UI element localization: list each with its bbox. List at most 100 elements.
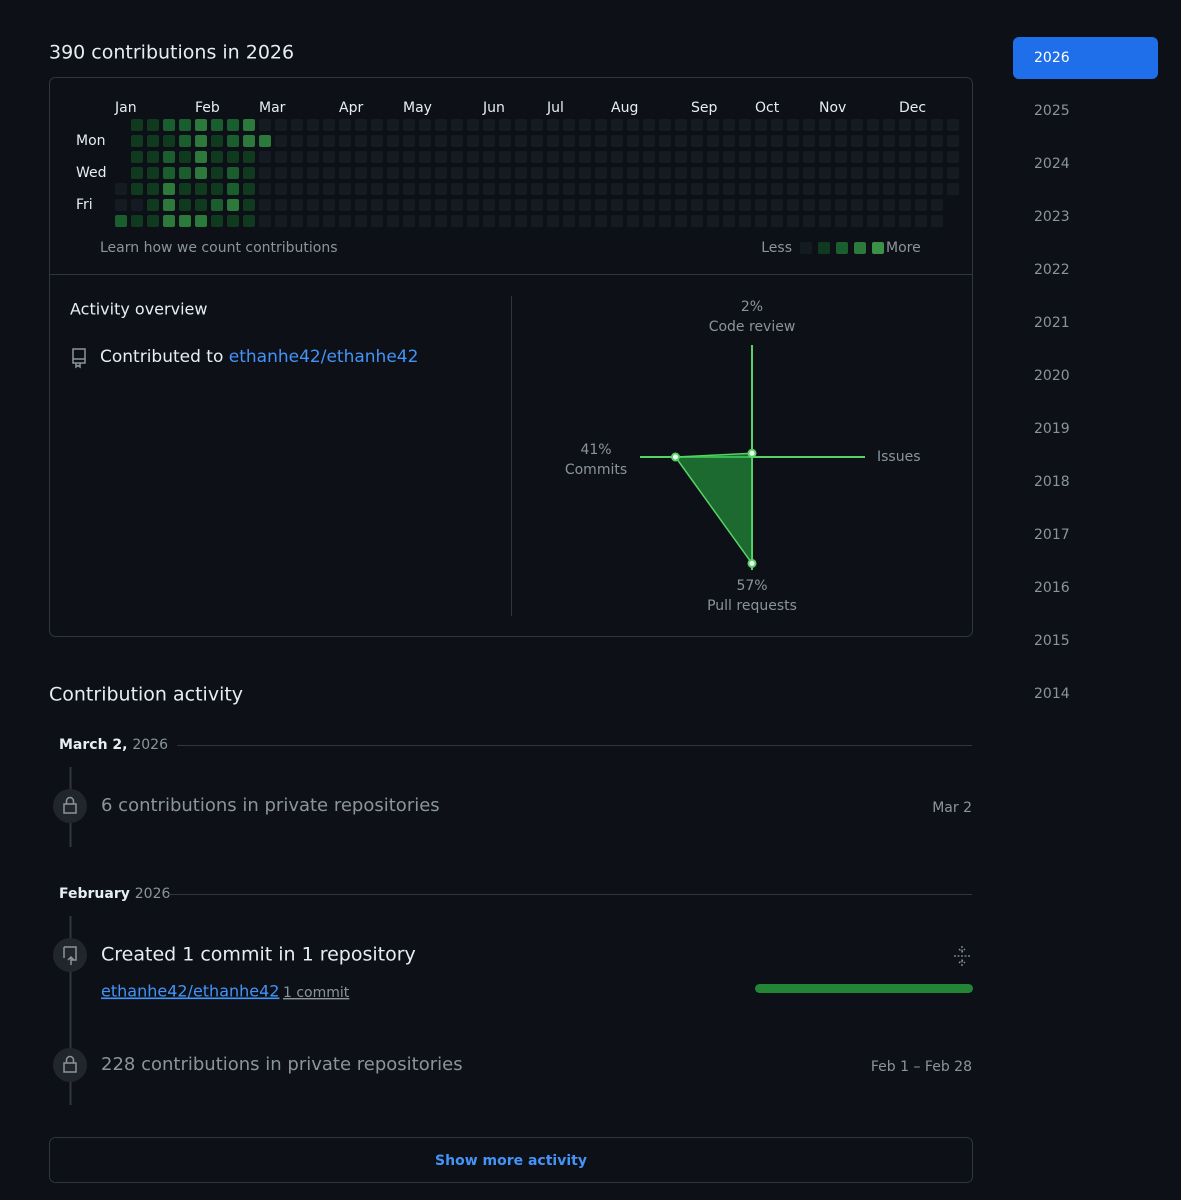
day-cell[interactable] xyxy=(867,151,879,163)
day-cell[interactable] xyxy=(707,135,719,147)
day-cell[interactable] xyxy=(835,183,847,195)
day-cell[interactable] xyxy=(259,199,271,211)
year-link[interactable]: 2025 xyxy=(1034,103,1070,119)
day-cell[interactable] xyxy=(899,215,911,227)
day-cell[interactable] xyxy=(243,167,255,179)
day-cell[interactable] xyxy=(387,215,399,227)
day-cell[interactable] xyxy=(851,183,863,195)
day-cell[interactable] xyxy=(899,119,911,131)
day-cell[interactable] xyxy=(579,167,591,179)
day-cell[interactable] xyxy=(883,167,895,179)
day-cell[interactable] xyxy=(195,183,207,195)
day-cell[interactable] xyxy=(195,135,207,147)
day-cell[interactable] xyxy=(771,167,783,179)
day-cell[interactable] xyxy=(243,119,255,131)
year-link[interactable]: 2024 xyxy=(1034,156,1070,172)
day-cell[interactable] xyxy=(659,215,671,227)
day-cell[interactable] xyxy=(755,135,767,147)
day-cell[interactable] xyxy=(179,135,191,147)
day-cell[interactable] xyxy=(931,215,943,227)
day-cell[interactable] xyxy=(579,199,591,211)
day-cell[interactable] xyxy=(595,151,607,163)
day-cell[interactable] xyxy=(547,199,559,211)
day-cell[interactable] xyxy=(835,135,847,147)
day-cell[interactable] xyxy=(435,135,447,147)
day-cell[interactable] xyxy=(611,199,623,211)
day-cell[interactable] xyxy=(771,151,783,163)
day-cell[interactable] xyxy=(899,135,911,147)
day-cell[interactable] xyxy=(899,151,911,163)
year-link[interactable]: 2022 xyxy=(1034,262,1070,278)
day-cell[interactable] xyxy=(531,151,543,163)
day-cell[interactable] xyxy=(387,199,399,211)
day-cell[interactable] xyxy=(275,199,287,211)
day-cell[interactable] xyxy=(563,167,575,179)
day-cell[interactable] xyxy=(131,135,143,147)
day-cell[interactable] xyxy=(563,119,575,131)
day-cell[interactable] xyxy=(579,151,591,163)
day-cell[interactable] xyxy=(675,183,687,195)
day-cell[interactable] xyxy=(627,167,639,179)
day-cell[interactable] xyxy=(643,167,655,179)
day-cell[interactable] xyxy=(515,215,527,227)
day-cell[interactable] xyxy=(435,119,447,131)
day-cell[interactable] xyxy=(211,183,223,195)
day-cell[interactable] xyxy=(787,183,799,195)
day-cell[interactable] xyxy=(883,135,895,147)
day-cell[interactable] xyxy=(755,167,767,179)
day-cell[interactable] xyxy=(371,183,383,195)
day-cell[interactable] xyxy=(595,215,607,227)
day-cell[interactable] xyxy=(179,151,191,163)
day-cell[interactable] xyxy=(307,199,319,211)
day-cell[interactable] xyxy=(227,135,239,147)
day-cell[interactable] xyxy=(339,199,351,211)
day-cell[interactable] xyxy=(483,183,495,195)
year-selected[interactable] xyxy=(1013,37,1158,79)
day-cell[interactable] xyxy=(291,167,303,179)
day-cell[interactable] xyxy=(595,119,607,131)
day-cell[interactable] xyxy=(547,135,559,147)
day-cell[interactable] xyxy=(419,167,431,179)
day-cell[interactable] xyxy=(915,167,927,179)
day-cell[interactable] xyxy=(643,135,655,147)
day-cell[interactable] xyxy=(659,183,671,195)
day-cell[interactable] xyxy=(195,151,207,163)
day-cell[interactable] xyxy=(371,215,383,227)
day-cell[interactable] xyxy=(931,119,943,131)
day-cell[interactable] xyxy=(595,199,607,211)
day-cell[interactable] xyxy=(627,119,639,131)
day-cell[interactable] xyxy=(355,119,367,131)
day-cell[interactable] xyxy=(467,183,479,195)
day-cell[interactable] xyxy=(931,135,943,147)
day-cell[interactable] xyxy=(755,199,767,211)
day-cell[interactable] xyxy=(675,199,687,211)
day-cell[interactable] xyxy=(739,199,751,211)
day-cell[interactable] xyxy=(179,119,191,131)
day-cell[interactable] xyxy=(531,135,543,147)
day-cell[interactable] xyxy=(771,183,783,195)
day-cell[interactable] xyxy=(403,151,415,163)
day-cell[interactable] xyxy=(931,199,943,211)
day-cell[interactable] xyxy=(195,199,207,211)
day-cell[interactable] xyxy=(483,151,495,163)
year-link[interactable]: 2017 xyxy=(1034,527,1070,543)
day-cell[interactable] xyxy=(643,199,655,211)
day-cell[interactable] xyxy=(835,199,847,211)
day-cell[interactable] xyxy=(147,215,159,227)
day-cell[interactable] xyxy=(211,135,223,147)
day-cell[interactable] xyxy=(291,119,303,131)
day-cell[interactable] xyxy=(547,167,559,179)
year-link[interactable]: 2019 xyxy=(1034,421,1070,437)
collapse-icon[interactable] xyxy=(954,946,970,966)
day-cell[interactable] xyxy=(579,215,591,227)
day-cell[interactable] xyxy=(355,135,367,147)
day-cell[interactable] xyxy=(163,199,175,211)
day-cell[interactable] xyxy=(691,167,703,179)
day-cell[interactable] xyxy=(147,167,159,179)
day-cell[interactable] xyxy=(531,215,543,227)
day-cell[interactable] xyxy=(259,135,271,147)
day-cell[interactable] xyxy=(179,215,191,227)
day-cell[interactable] xyxy=(307,183,319,195)
day-cell[interactable] xyxy=(275,135,287,147)
day-cell[interactable] xyxy=(419,119,431,131)
